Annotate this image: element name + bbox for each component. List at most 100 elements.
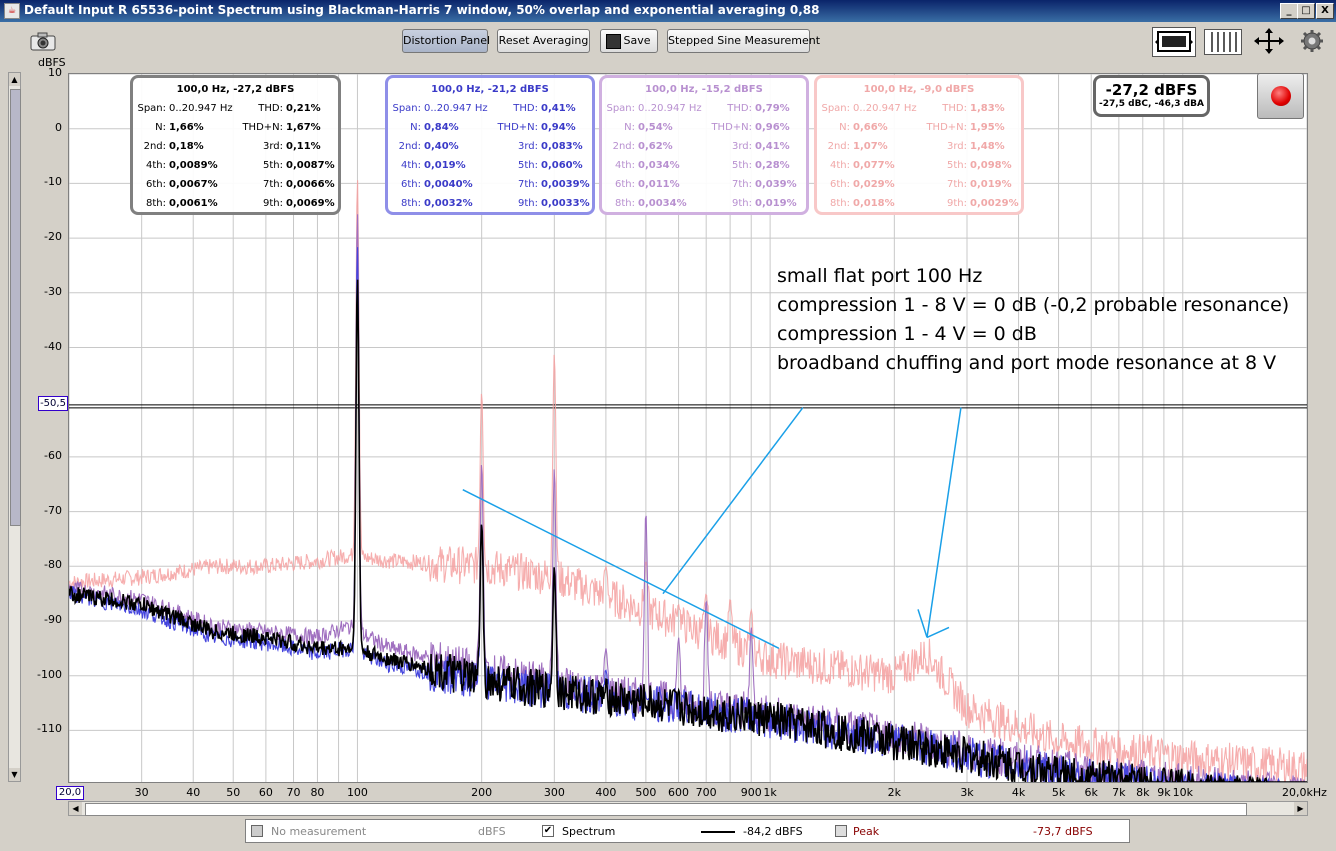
panel-label: THD: (942, 103, 967, 114)
record-button[interactable] (1257, 73, 1304, 119)
panel-row: Span: 0..20.947 Hz THD: 0,21% (133, 103, 338, 117)
scroll-right-arrow-icon[interactable]: ▶ (1294, 802, 1307, 815)
x-tick-label: 10k (1172, 786, 1193, 799)
panel-label: Span: (137, 103, 166, 114)
y-tick-label: 10 (48, 66, 62, 79)
stepped-sine-button[interactable]: Stepped Sine Measurement (667, 29, 820, 53)
save-icon (606, 34, 621, 49)
panel-label: 9th: (947, 198, 967, 209)
y-axis-title: dBFS (38, 56, 66, 69)
panel-value: 0,96% (755, 122, 790, 133)
panel-label: Span: (606, 103, 635, 114)
panel-value: 0,41% (755, 141, 790, 152)
panel-value: 0,083% (541, 141, 583, 152)
x-tick-label: 300 (543, 786, 565, 799)
panel-label: 4th: (146, 160, 166, 171)
panel-row: Span: 0..20.947 Hz THD: 0,79% (602, 103, 806, 117)
no-measurement-unit: dBFS (478, 825, 506, 838)
x-cursor-readout[interactable]: 20,0 (56, 786, 84, 800)
panel-row: N: 0,54% THD+N: 0,96% (602, 122, 806, 136)
panel-value: 0,41% (541, 103, 576, 114)
expand-arrows-icon[interactable] (1252, 27, 1286, 55)
save-button[interactable]: Save (600, 29, 658, 53)
panel-value: 1,07% (853, 141, 888, 152)
panel-header: 100,0 Hz, -9,0 dBFS (863, 84, 975, 95)
panel-value: 0,0039% (541, 179, 590, 190)
x-tick-label: 1k (763, 786, 777, 799)
panel-value: 0,0089% (169, 160, 218, 171)
panel-label: THD+N: (711, 122, 752, 133)
distortion-panel: 100,0 Hz, -21,2 dBFS Span: 0..20.947 Hz THD… (385, 75, 595, 215)
x-tick-label: 50 (226, 786, 241, 799)
panel-value: 0,019% (424, 160, 466, 171)
no-measurement-checkbox[interactable] (251, 825, 263, 837)
panel-value: 0,0066% (286, 179, 335, 190)
panel-row: 4th: 0,034% 5th: 0,28% (602, 160, 806, 174)
panel-label: 6th: (146, 179, 166, 190)
x-tick-label: 8k (1136, 786, 1150, 799)
x-tick-label: 400 (595, 786, 617, 799)
panel-label: 3rd: (731, 141, 752, 152)
annotation-line-4: broadband chuffing and port mode resonan… (777, 352, 1277, 374)
panel-value: 0,84% (424, 122, 459, 133)
panel-row: 8th: 0,0032% 9th: 0,0033% (388, 198, 592, 212)
x-scrollbar[interactable]: ◀ ▶ (68, 801, 1308, 816)
close-button[interactable]: X (1316, 3, 1334, 19)
annotation-line-3: compression 1 - 4 V = 0 dB (777, 323, 1037, 345)
y-scrollbar[interactable]: ▲ ▼ (8, 72, 21, 782)
panel-row: 8th: 0,0061% 9th: 0,0069% (133, 198, 338, 212)
panel-value: 0,098% (970, 160, 1012, 171)
record-icon (1271, 86, 1291, 106)
panel-value: 0..20.947 Hz (853, 103, 917, 114)
minimize-button[interactable]: _ (1280, 3, 1298, 19)
gear-icon[interactable] (1300, 29, 1324, 53)
panel-value: 0,18% (169, 141, 204, 152)
panel-header: 100,0 Hz, -21,2 dBFS (431, 84, 549, 95)
panel-value: 0,019% (755, 198, 797, 209)
panel-value: 0,0061% (169, 198, 218, 209)
x-tick-label: 700 (695, 786, 717, 799)
scroll-up-arrow-icon[interactable]: ▲ (9, 73, 20, 86)
panel-label: Span: (392, 103, 421, 114)
panel-value: 1,95% (970, 122, 1005, 133)
panel-label: THD+N: (497, 122, 538, 133)
x-tick-label: 70 (286, 786, 301, 799)
monitor-view-icon[interactable] (1152, 27, 1196, 57)
y-cursor-readout[interactable]: -50,5 (38, 396, 68, 411)
panel-value: 0,0032% (424, 198, 473, 209)
distortion-panel-button[interactable]: Distortion Panel (402, 29, 490, 53)
panel-value: 0,011% (638, 179, 680, 190)
legend-bar: No measurement dBFS ✔ Spectrum -84,2 dBF… (245, 819, 1130, 843)
panel-value: 0,54% (638, 122, 673, 133)
annotation-line-2: compression 1 - 8 V = 0 dB (-0,2 probabl… (777, 294, 1290, 316)
distortion-panel: 100,0 Hz, -27,2 dBFS Span: 0..20.947 Hz THD… (130, 75, 341, 215)
panel-label: N: (410, 122, 421, 133)
reset-averaging-button[interactable]: Reset Averaging (497, 29, 590, 53)
y-tick-label: -20 (44, 230, 62, 244)
x-tick-label: 3k (960, 786, 974, 799)
maximize-button[interactable]: □ (1297, 3, 1315, 19)
panel-label: 3rd: (517, 141, 538, 152)
x-tick-label: 80 (310, 786, 325, 799)
level-main: -27,2 dBFS (1105, 81, 1198, 99)
spectrum-chart[interactable] (68, 73, 1308, 785)
spectrum-checkbox[interactable]: ✔ (542, 825, 554, 837)
save-label: Save (623, 34, 651, 47)
panel-row: N: 1,66% THD+N: 1,67% (133, 122, 338, 136)
spectrum-label: Spectrum (562, 825, 616, 838)
camera-icon[interactable] (29, 31, 57, 51)
panel-value: 0,66% (853, 122, 888, 133)
panel-row: 6th: 0,029% 7th: 0,019% (817, 179, 1021, 193)
panel-row: 2nd: 0,40% 3rd: 0,083% (388, 141, 592, 155)
peak-checkbox[interactable] (835, 825, 847, 837)
x-scroll-thumb[interactable] (85, 803, 1247, 816)
y-scroll-thumb[interactable] (10, 89, 21, 526)
panel-label: 3rd: (262, 141, 283, 152)
window-title: Default Input R 65536-point Spectrum usi… (24, 3, 820, 17)
x-tick-label: 40 (186, 786, 201, 799)
y-tick-label: -100 (37, 667, 62, 681)
panel-label: 2nd: (612, 141, 635, 152)
scroll-left-arrow-icon[interactable]: ◀ (69, 802, 82, 815)
scroll-down-arrow-icon[interactable]: ▼ (9, 768, 20, 781)
columns-view-icon[interactable] (1204, 29, 1242, 55)
